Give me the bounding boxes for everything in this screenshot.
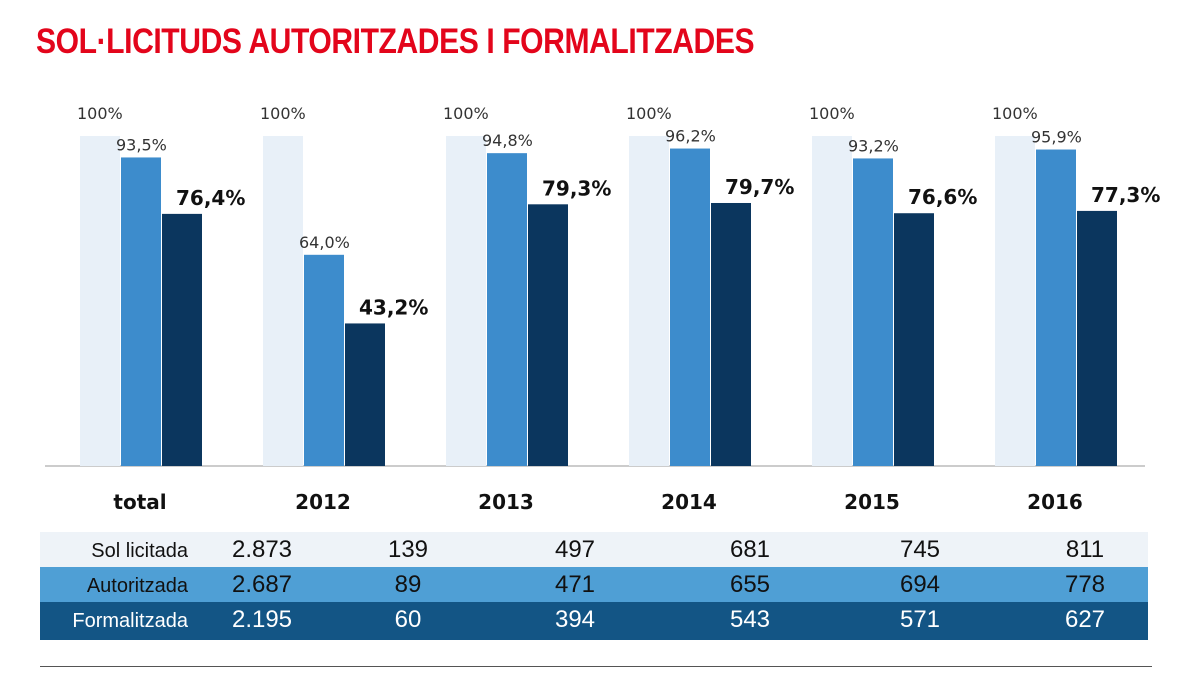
bar-chart: 100% 93,5% 76,4% total 100% 64,0% 43,2% 2012 100… bbox=[45, 104, 1160, 514]
data-label: 76,4% bbox=[176, 186, 245, 210]
table-cell: 471 bbox=[554, 571, 596, 598]
bar-sol-licitada bbox=[446, 136, 486, 466]
data-label: 95,9% bbox=[1031, 128, 1082, 147]
data-label: 100% bbox=[992, 104, 1038, 123]
bar-autoritzada bbox=[304, 254, 344, 466]
category-label: total bbox=[113, 490, 166, 514]
table-cell: 811 bbox=[1065, 536, 1105, 563]
data-label: 43,2% bbox=[359, 295, 428, 319]
table-row: Formalitzada 2.195 60 394 543 571 627 bbox=[40, 602, 1148, 640]
data-label: 79,3% bbox=[542, 176, 611, 200]
bar-autoritzada bbox=[487, 153, 527, 466]
bar-sol-licitada bbox=[995, 136, 1035, 466]
bar-autoritzada bbox=[121, 157, 161, 466]
row-label: Sol licitada bbox=[91, 540, 188, 562]
table-cell: 778 bbox=[1064, 571, 1106, 598]
data-label: 100% bbox=[809, 104, 855, 123]
table-cell: 2.195 bbox=[231, 606, 293, 633]
table-row: Autoritzada 2.687 89 471 655 694 778 bbox=[40, 567, 1148, 602]
data-label: 100% bbox=[260, 104, 306, 123]
chart-title: SOL·LICITUDS AUTORITZADES I FORMALITZADE… bbox=[36, 22, 755, 61]
table-cell: 543 bbox=[729, 606, 771, 633]
bar-autoritzada bbox=[853, 158, 893, 466]
table-cell: 571 bbox=[899, 606, 941, 633]
data-label: 76,6% bbox=[908, 185, 977, 209]
data-label: 77,3% bbox=[1091, 183, 1160, 207]
category-label: 2015 bbox=[844, 490, 900, 514]
data-label: 100% bbox=[77, 104, 123, 123]
table-cell: 394 bbox=[554, 606, 596, 633]
bar-sol-licitada bbox=[629, 136, 669, 466]
data-label: 100% bbox=[443, 104, 489, 123]
bar-sol-licitada bbox=[80, 136, 120, 466]
data-label: 94,8% bbox=[482, 131, 533, 150]
data-label: 96,2% bbox=[665, 127, 716, 146]
table-cell: 60 bbox=[394, 606, 422, 633]
data-label: 93,5% bbox=[116, 135, 167, 154]
data-label: 100% bbox=[626, 104, 672, 123]
category-label: 2013 bbox=[478, 490, 534, 514]
bottom-rule bbox=[40, 666, 1152, 667]
table-cell: 694 bbox=[899, 571, 941, 598]
bar-formalitzada bbox=[528, 204, 568, 466]
category-label: 2016 bbox=[1027, 490, 1083, 514]
table-cell: 681 bbox=[729, 536, 771, 563]
bar-sol-licitada bbox=[263, 136, 303, 466]
table-cell: 497 bbox=[554, 536, 596, 563]
table-cell: 2.687 bbox=[231, 571, 293, 598]
category-label: 2014 bbox=[661, 490, 717, 514]
bar-formalitzada bbox=[1077, 210, 1117, 466]
table-cell: 655 bbox=[729, 571, 771, 598]
table-row: Sol licitada 2.873 139 497 681 745 811 bbox=[40, 532, 1148, 567]
bar-formalitzada bbox=[894, 213, 934, 466]
row-label: Autoritzada bbox=[86, 575, 188, 597]
category-label: 2012 bbox=[295, 490, 351, 514]
bar-autoritzada bbox=[670, 148, 710, 467]
data-label: 93,2% bbox=[848, 136, 899, 155]
bar-formalitzada bbox=[345, 323, 385, 466]
table-cell: 745 bbox=[899, 536, 941, 563]
table-cell: 139 bbox=[387, 536, 429, 563]
bar-autoritzada bbox=[1036, 149, 1076, 466]
table-cell: 2.873 bbox=[231, 536, 293, 563]
data-label: 79,7% bbox=[725, 175, 794, 199]
bar-formalitzada bbox=[162, 213, 202, 466]
table-cell: 627 bbox=[1064, 606, 1106, 633]
bar-sol-licitada bbox=[812, 136, 852, 466]
data-label: 64,0% bbox=[299, 233, 350, 252]
bar-formalitzada bbox=[711, 202, 751, 467]
table-cell: 89 bbox=[394, 571, 422, 598]
row-label: Formalitzada bbox=[72, 610, 188, 632]
